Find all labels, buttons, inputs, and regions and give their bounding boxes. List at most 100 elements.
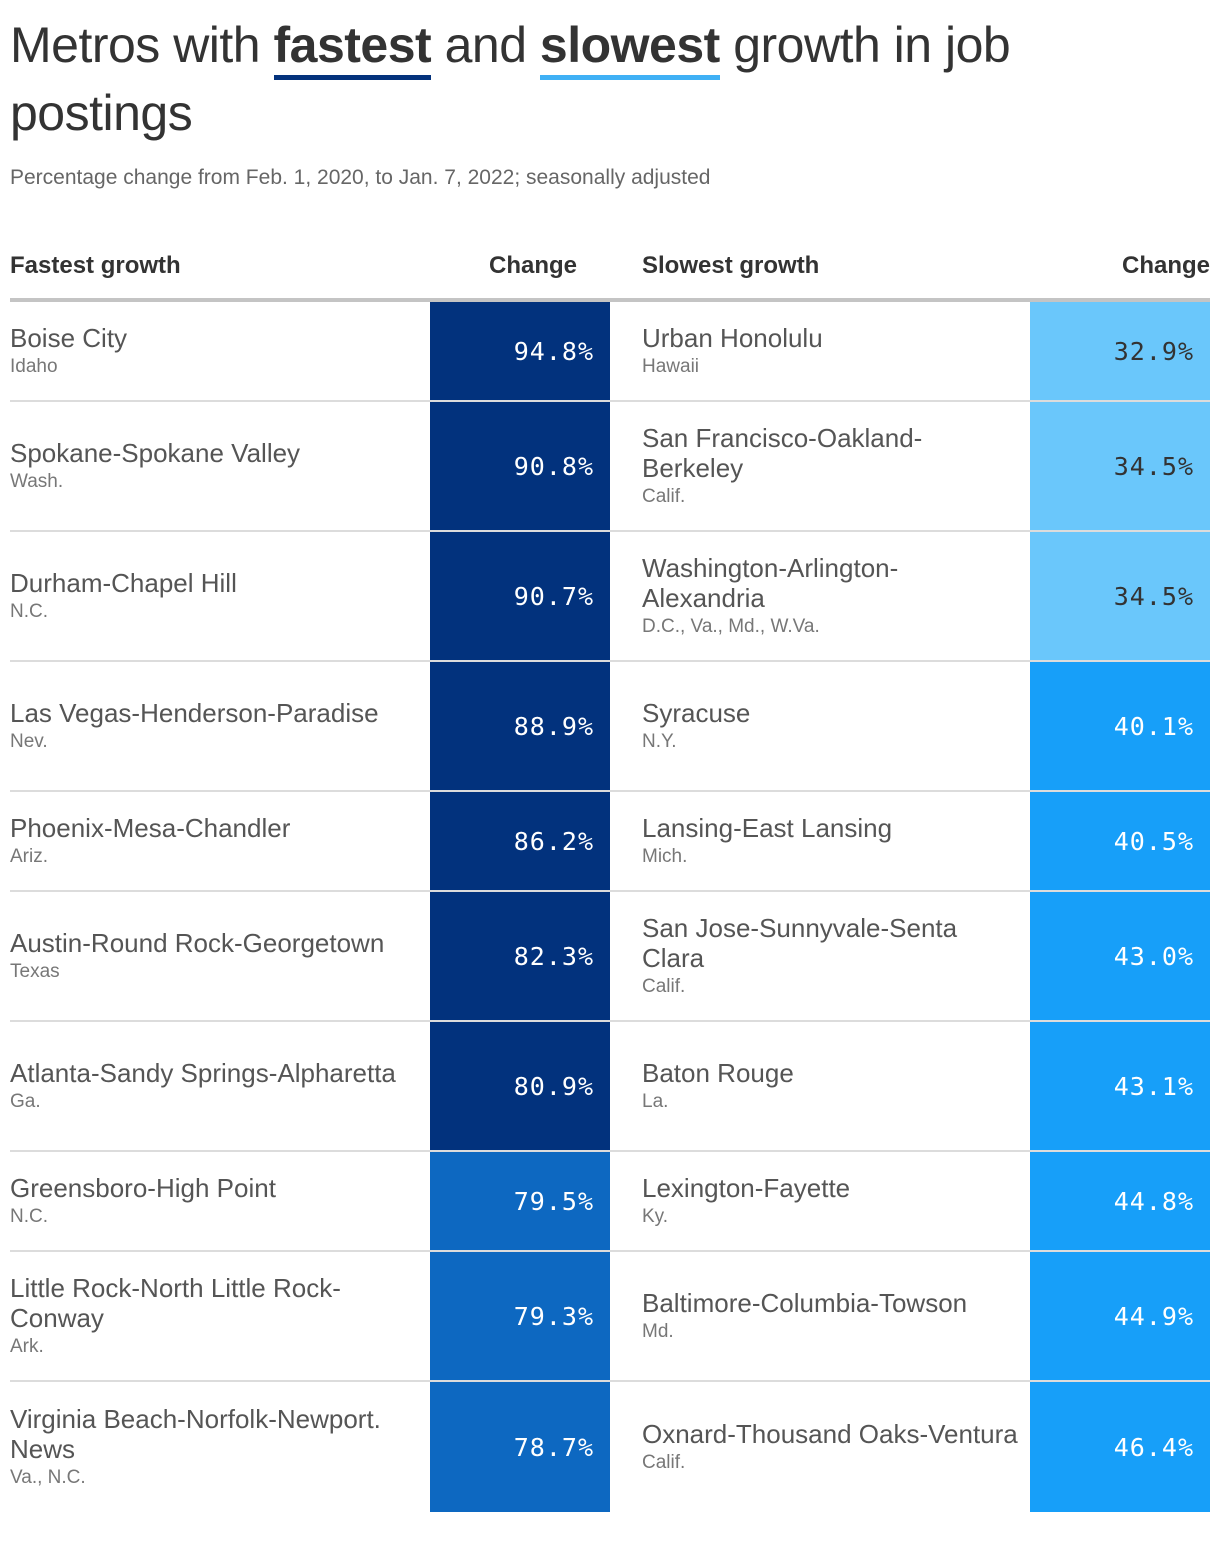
slowest-metro-name: Lexington-Fayette	[642, 1173, 851, 1203]
fastest-metro-state: Ark.	[10, 1336, 44, 1357]
header-fastest-growth: Fastest growth	[10, 252, 181, 279]
slowest-metro-state: Calif.	[642, 1452, 686, 1473]
fastest-metro-state: Ga.	[10, 1091, 41, 1112]
fastest-metro-state: N.C.	[10, 601, 48, 622]
fastest-metro-name: Little Rock-North Little Rock-Conway	[10, 1273, 341, 1333]
fastest-metro-name: Greensboro-High Point	[10, 1173, 276, 1203]
fastest-metro-name: Phoenix-Mesa-Chandler	[10, 813, 291, 843]
slowest-change-value: 44.8%	[1030, 1152, 1210, 1250]
slowest-metro-state: Ky.	[642, 1206, 669, 1227]
fastest-metro-cell: Durham-Chapel Hill N.C.	[10, 532, 415, 660]
slowest-metro-state: Calif.	[642, 486, 686, 507]
fastest-change-value: 79.3%	[430, 1252, 610, 1380]
fastest-change-value: 94.8%	[430, 302, 610, 400]
slowest-metro-cell: Lansing-East Lansing Mich.	[642, 792, 1020, 890]
fastest-metro-cell: Boise City Idaho	[10, 302, 415, 400]
slowest-metro-cell: San Francisco-Oakland-Berkeley Calif.	[642, 402, 1020, 530]
slowest-metro-cell: Syracuse N.Y.	[642, 662, 1020, 790]
table-row: Virginia Beach-Norfolk-Newport. News Va.,…	[10, 1382, 1210, 1512]
fastest-change-value: 79.5%	[430, 1152, 610, 1250]
slowest-metro-name: Washington-Arlington-Alexandria	[642, 553, 899, 613]
fastest-metro-state: N.C.	[10, 1206, 48, 1227]
fastest-metro-cell: Atlanta-Sandy Springs-Alpharetta Ga.	[10, 1022, 415, 1150]
slowest-metro-name: Lansing-East Lansing	[642, 813, 893, 843]
fastest-change-value: 82.3%	[430, 892, 610, 1020]
slowest-metro-state: Md.	[642, 1321, 674, 1342]
header-change-slowest: Change	[1121, 252, 1210, 279]
slowest-metro-name: Urban Honolulu	[642, 323, 823, 353]
fastest-metro-state: Wash.	[10, 471, 64, 492]
growth-table: Fastest growth Change Slowest growth Cha…	[10, 246, 1210, 1512]
fastest-metro-cell: Austin-Round Rock-Georgetown Texas	[10, 892, 415, 1020]
fastest-metro-name: Atlanta-Sandy Springs-Alpharetta	[10, 1058, 396, 1088]
slowest-metro-state: N.Y.	[642, 731, 677, 752]
fastest-metro-state: Texas	[10, 961, 60, 982]
header-slowest-growth: Slowest growth	[642, 252, 820, 279]
fastest-metro-state: Ariz.	[10, 846, 48, 867]
slowest-metro-cell: Baton Rouge La.	[642, 1022, 1020, 1150]
fastest-metro-cell: Phoenix-Mesa-Chandler Ariz.	[10, 792, 415, 890]
title-slowest-highlight: slowest	[539, 17, 720, 80]
slowest-change-value: 43.0%	[1030, 892, 1210, 1020]
table-row: Phoenix-Mesa-Chandler Ariz. 86.2% Lansing-E…	[10, 792, 1210, 892]
slowest-change-value: 43.1%	[1030, 1022, 1210, 1150]
slowest-metro-name: Oxnard-Thousand Oaks-Ventura	[642, 1419, 1018, 1449]
title-part-2: and	[431, 17, 540, 73]
slowest-change-value: 32.9%	[1030, 302, 1210, 400]
slowest-metro-state: Hawaii	[642, 356, 700, 377]
slowest-change-value: 40.1%	[1030, 662, 1210, 790]
fastest-metro-name: Virginia Beach-Norfolk-Newport. News	[10, 1404, 381, 1464]
slowest-metro-state: Mich.	[642, 846, 688, 867]
slowest-metro-name: Baton Rouge	[642, 1058, 794, 1088]
chart-title: Metros with fastest and slowest growth i…	[10, 12, 1200, 146]
table-header: Fastest growth Change Slowest growth Cha…	[10, 246, 1210, 302]
table-row: Las Vegas-Henderson-Paradise Nev. 88.9% Syr…	[10, 662, 1210, 792]
slowest-metro-name: Baltimore-Columbia-Towson	[642, 1288, 968, 1318]
slowest-metro-state: D.C., Va., Md., W.Va.	[642, 616, 820, 637]
fastest-metro-name: Spokane-Spokane Valley	[10, 438, 301, 468]
fastest-metro-name: Boise City	[10, 323, 128, 353]
table-body: Boise City Idaho 94.8% Urban Honolulu Hawaii…	[10, 302, 1210, 1512]
table-row: Greensboro-High Point N.C. 79.5% Lexington-…	[10, 1152, 1210, 1252]
slowest-metro-name: Syracuse	[642, 698, 751, 728]
slowest-metro-cell: Oxnard-Thousand Oaks-Ventura Calif.	[642, 1382, 1020, 1512]
fastest-change-value: 90.7%	[430, 532, 610, 660]
fastest-change-value: 90.8%	[430, 402, 610, 530]
slowest-change-value: 44.9%	[1030, 1252, 1210, 1380]
fastest-metro-cell: Virginia Beach-Norfolk-Newport. News Va.,…	[10, 1382, 415, 1512]
fastest-metro-cell: Las Vegas-Henderson-Paradise Nev.	[10, 662, 415, 790]
slowest-metro-cell: San Jose-Sunnyvale-Senta Clara Calif.	[642, 892, 1020, 1020]
slowest-change-value: 34.5%	[1030, 532, 1210, 660]
slowest-change-value: 40.5%	[1030, 792, 1210, 890]
slowest-metro-cell: Washington-Arlington-Alexandria D.C., Va.…	[642, 532, 1020, 660]
table-row: Austin-Round Rock-Georgetown Texas 82.3% Sa…	[10, 892, 1210, 1022]
fastest-change-value: 86.2%	[430, 792, 610, 890]
fastest-metro-cell: Little Rock-North Little Rock-Conway Ark.	[10, 1252, 415, 1380]
fastest-change-value: 78.7%	[430, 1382, 610, 1512]
table-row: Boise City Idaho 94.8% Urban Honolulu Hawaii…	[10, 302, 1210, 402]
table-row: Spokane-Spokane Valley Wash. 90.8% San Fran…	[10, 402, 1210, 532]
slowest-metro-state: Calif.	[642, 976, 686, 997]
table-row: Little Rock-North Little Rock-Conway Ark.…	[10, 1252, 1210, 1382]
table-row: Atlanta-Sandy Springs-Alpharetta Ga. 80.9%…	[10, 1022, 1210, 1152]
slowest-metro-cell: Baltimore-Columbia-Towson Md.	[642, 1252, 1020, 1380]
slowest-metro-name: San Francisco-Oakland-Berkeley	[642, 423, 923, 483]
slowest-metro-cell: Urban Honolulu Hawaii	[642, 302, 1020, 400]
slowest-change-value: 34.5%	[1030, 402, 1210, 530]
slowest-metro-state: La.	[642, 1091, 669, 1112]
title-part-1: Metros with	[10, 17, 274, 73]
title-fastest-highlight: fastest	[273, 17, 432, 80]
slowest-metro-cell: Lexington-Fayette Ky.	[642, 1152, 1020, 1250]
fastest-metro-name: Las Vegas-Henderson-Paradise	[10, 698, 379, 728]
fastest-metro-cell: Spokane-Spokane Valley Wash.	[10, 402, 415, 530]
fastest-change-value: 88.9%	[430, 662, 610, 790]
fastest-metro-cell: Greensboro-High Point N.C.	[10, 1152, 415, 1250]
fastest-change-value: 80.9%	[430, 1022, 610, 1150]
header-change-fastest: Change	[488, 252, 577, 279]
fastest-metro-state: Va., N.C.	[10, 1467, 86, 1488]
fastest-metro-state: Idaho	[10, 356, 58, 377]
fastest-metro-name: Durham-Chapel Hill	[10, 568, 237, 598]
fastest-metro-name: Austin-Round Rock-Georgetown	[10, 928, 385, 958]
title-part-3: growth in job postings	[10, 17, 1011, 141]
table-row: Durham-Chapel Hill N.C. 90.7% Washington-Ar…	[10, 532, 1210, 662]
